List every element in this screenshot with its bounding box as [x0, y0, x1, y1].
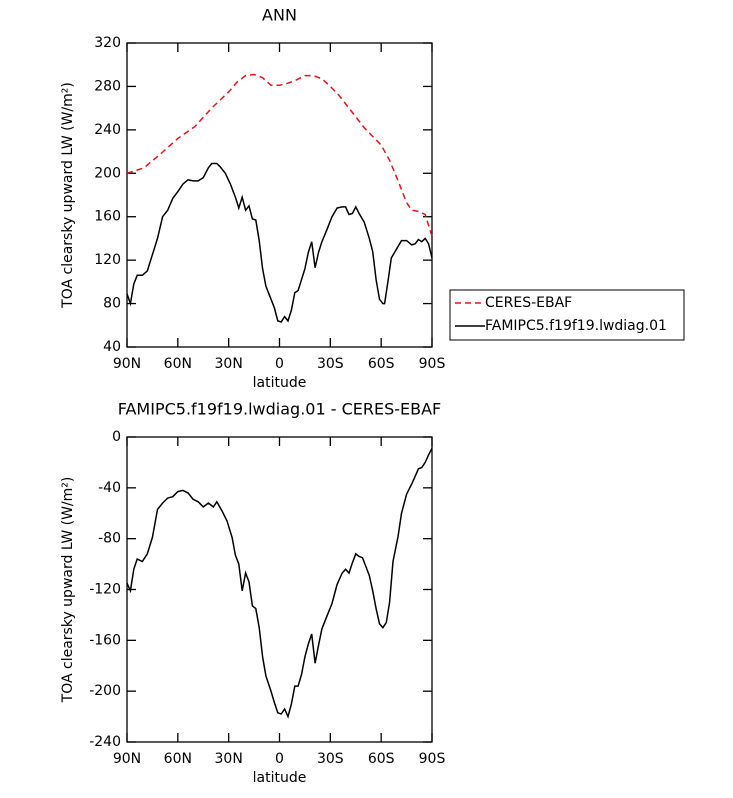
plot-frame [126, 436, 433, 743]
x-tick-label: 90N [113, 356, 141, 372]
x-tick-label: 90S [419, 356, 446, 372]
data-line [126, 73, 433, 237]
y-tick-label: 240 [94, 122, 121, 138]
y-tick-label: -240 [89, 734, 121, 750]
legend-label: CERES-EBAF [485, 295, 572, 311]
x-tick-label: 60S [368, 356, 395, 372]
y-tick-label: 200 [94, 165, 121, 181]
y-tick-label: -40 [98, 480, 121, 496]
y-tick-label: 40 [103, 339, 121, 355]
y-tick-label: -200 [89, 683, 121, 699]
x-tick-label: 30S [317, 751, 344, 767]
y-tick-label: 80 [103, 296, 121, 312]
x-axis-label: latitude [253, 375, 307, 391]
y-tick-label: -80 [98, 531, 121, 547]
x-tick-label: 30N [215, 356, 243, 372]
x-tick-label: 0 [275, 356, 284, 372]
x-tick-label: 60S [368, 751, 395, 767]
y-tick-label: 280 [94, 78, 121, 94]
y-axis-label: TOA clearsky upward LW (W/m²) [60, 477, 76, 704]
y-tick-label: 160 [94, 209, 121, 225]
x-tick-label: 60N [164, 356, 192, 372]
data-line [126, 448, 433, 719]
y-axis-label: TOA clearsky upward LW (W/m²) [60, 82, 76, 309]
x-tick-label: 0 [275, 751, 284, 767]
x-tick-label: 30S [317, 356, 344, 372]
chart-title: FAMIPC5.f19f19.lwdiag.01 - CERES-EBAF [118, 400, 442, 419]
x-tick-label: 60N [164, 751, 192, 767]
chart-title: ANN [262, 6, 297, 25]
y-tick-label: -160 [89, 632, 121, 648]
y-tick-label: 320 [94, 35, 121, 51]
data-line [126, 162, 433, 323]
legend-label: FAMIPC5.f19f19.lwdiag.01 [485, 318, 667, 334]
y-tick-label: 120 [94, 252, 121, 268]
y-tick-label: -120 [89, 582, 121, 598]
legend-box [449, 289, 685, 341]
x-tick-label: 90N [113, 751, 141, 767]
x-tick-label: 90S [419, 751, 446, 767]
x-tick-label: 30N [215, 751, 243, 767]
y-tick-label: 0 [112, 429, 121, 445]
x-axis-label: latitude [253, 770, 307, 786]
plot-frame [126, 42, 433, 348]
